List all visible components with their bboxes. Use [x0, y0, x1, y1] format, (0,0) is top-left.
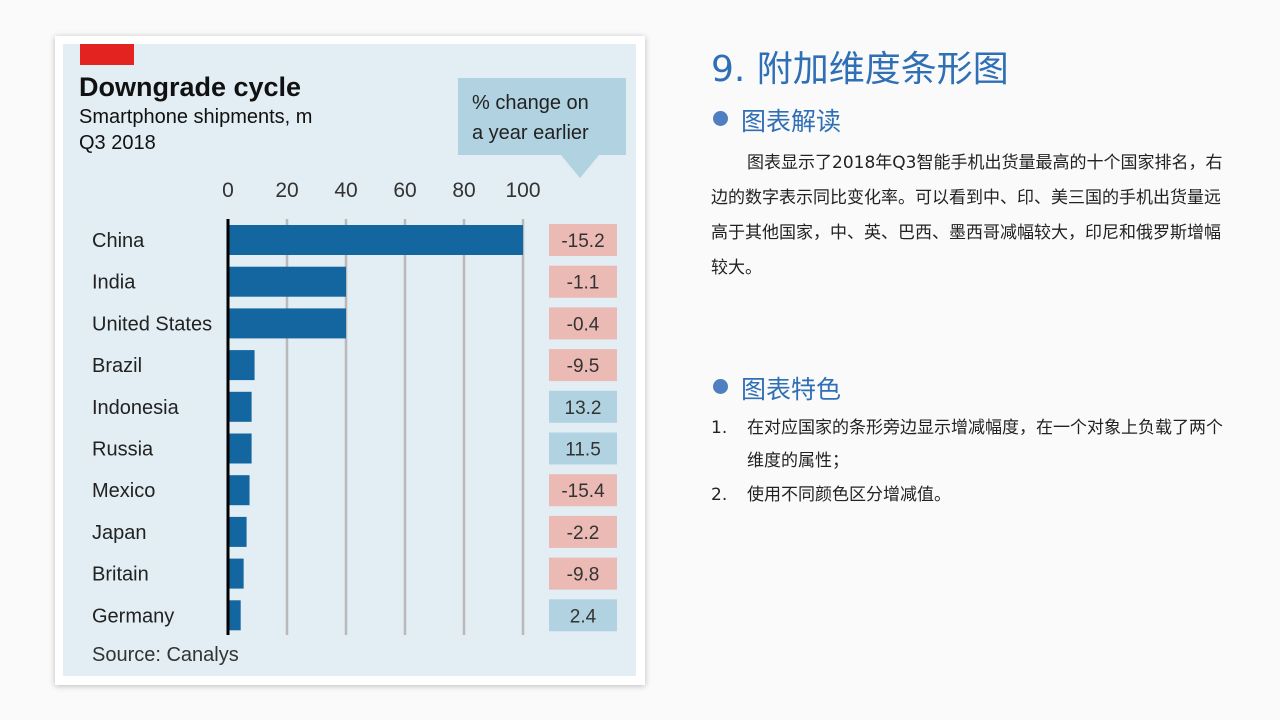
chart-period: Q3 2018: [79, 132, 156, 154]
change-badge-decrease: [549, 515, 617, 548]
bar: [228, 391, 252, 422]
chart-card: Downgrade cycle Smartphone shipments, m …: [55, 36, 645, 685]
bar: [228, 433, 252, 464]
chart-subtitle: Smartphone shipments, m: [79, 106, 313, 128]
callout-pointer: [561, 155, 599, 178]
change-badge-decrease: [549, 349, 617, 382]
feature-text: 使用不同颜色区分增减值。: [747, 485, 951, 505]
change-badge-decrease: [549, 265, 617, 298]
slide-title: 9. 附加维度条形图: [711, 49, 1009, 90]
bar: [228, 266, 346, 297]
bar: [228, 225, 523, 255]
change-value: -15.4: [561, 481, 605, 502]
change-badge-increase: [549, 599, 617, 632]
change-badge-decrease: [549, 474, 617, 507]
change-badge-decrease: [549, 224, 617, 256]
change-badge-decrease: [549, 307, 617, 340]
change-value: -15.2: [561, 231, 604, 252]
x-tick-label: 0: [222, 179, 234, 202]
category-label: India: [92, 272, 136, 294]
category-label: United States: [92, 313, 212, 335]
change-label-line: % change on: [472, 92, 589, 114]
change-value: -1.1: [567, 273, 600, 294]
change-value: -9.8: [567, 565, 600, 586]
section-heading-features: 图表特色: [741, 375, 842, 404]
feature-item: 2. 使用不同颜色区分增减值。: [711, 479, 1231, 512]
bar: [228, 475, 250, 506]
change-badge-decrease: [549, 557, 617, 590]
change-value: -0.4: [567, 314, 600, 335]
interpretation-text: 图表显示了2018年Q3智能手机出货量最高的十个国家排名，右边的数字表示同比变化…: [711, 153, 1223, 278]
category-label: Russia: [92, 439, 154, 461]
bar: [228, 516, 247, 547]
feature-number: 1.: [711, 418, 728, 438]
category-label: Mexico: [92, 480, 155, 502]
brand-tag: [80, 44, 134, 65]
category-label: Britain: [92, 564, 149, 586]
bullet-icon: [713, 111, 728, 126]
bar: [228, 558, 244, 589]
section-heading-interpretation: 图表解读: [741, 107, 842, 136]
category-label: Brazil: [92, 355, 142, 377]
bar: [228, 350, 255, 381]
x-tick-label: 60: [393, 179, 416, 202]
chart-source: Source: Canalys: [92, 644, 239, 666]
bar: [228, 600, 241, 631]
change-badge-increase: [549, 432, 617, 465]
change-label-line: a year earlier: [472, 122, 589, 144]
x-tick-label: 80: [452, 179, 475, 202]
bar: [228, 308, 346, 339]
chart-panel: Downgrade cycle Smartphone shipments, m …: [63, 44, 636, 676]
feature-item: 1. 在对应国家的条形旁边显示增减幅度，在一个对象上负载了两个维度的属性；: [711, 412, 1231, 478]
bullet-icon: [713, 379, 728, 394]
category-label: Germany: [92, 605, 174, 627]
change-value: 11.5: [565, 440, 601, 461]
category-label: Indonesia: [92, 397, 180, 419]
category-label: China: [92, 230, 145, 252]
change-value: -2.2: [567, 523, 600, 544]
category-label: Japan: [92, 522, 147, 544]
x-tick-label: 40: [334, 179, 357, 202]
x-tick-label: 100: [505, 179, 540, 202]
change-value: 13.2: [565, 398, 602, 419]
change-badge-increase: [549, 390, 617, 423]
bar-chart: 0 20 40 60 80 100 China -15.2 India -1.1 United St…: [92, 179, 617, 635]
feature-text: 在对应国家的条形旁边显示增减幅度，在一个对象上负载了两个维度的属性；: [747, 418, 1223, 471]
change-value: -9.5: [567, 356, 600, 377]
change-value: 2.4: [570, 606, 597, 627]
chart-title: Downgrade cycle: [79, 72, 302, 102]
x-tick-label: 20: [275, 179, 298, 202]
change-label-callout: % change on a year earlier: [458, 78, 626, 155]
feature-number: 2.: [711, 485, 728, 505]
